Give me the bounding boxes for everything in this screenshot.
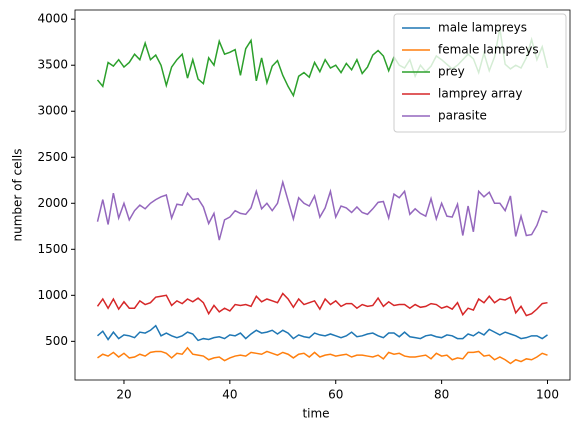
series-line <box>97 346 548 365</box>
legend-label: female lampreys <box>438 43 539 57</box>
y-tick-label: 1000 <box>37 288 68 302</box>
y-axis-label: number of cells <box>11 149 25 242</box>
series-line <box>97 324 548 342</box>
legend-label: prey <box>438 65 465 79</box>
legend-label: male lampreys <box>438 21 527 35</box>
x-tick-label: 60 <box>328 388 343 402</box>
legend-label: lamprey array <box>438 87 522 101</box>
legend-label: parasite <box>438 109 487 123</box>
y-tick-label: 500 <box>45 334 68 348</box>
y-tick-label: 3000 <box>37 104 68 118</box>
y-tick-label: 3500 <box>37 58 68 72</box>
y-tick-label: 1500 <box>37 242 68 256</box>
axes-frame <box>74 9 571 381</box>
legend-box <box>393 13 567 133</box>
y-tick-label: 2500 <box>37 150 68 164</box>
x-axis-label: time <box>302 407 329 421</box>
x-tick-label: 20 <box>116 388 131 402</box>
y-tick-label: 2000 <box>37 196 68 210</box>
series-line <box>96 179 548 241</box>
x-tick-label: 100 <box>536 388 559 402</box>
series-line <box>96 292 548 317</box>
x-tick-label: 40 <box>222 388 237 402</box>
x-tick-label: 80 <box>434 388 449 402</box>
y-tick-label: 4000 <box>37 12 68 26</box>
